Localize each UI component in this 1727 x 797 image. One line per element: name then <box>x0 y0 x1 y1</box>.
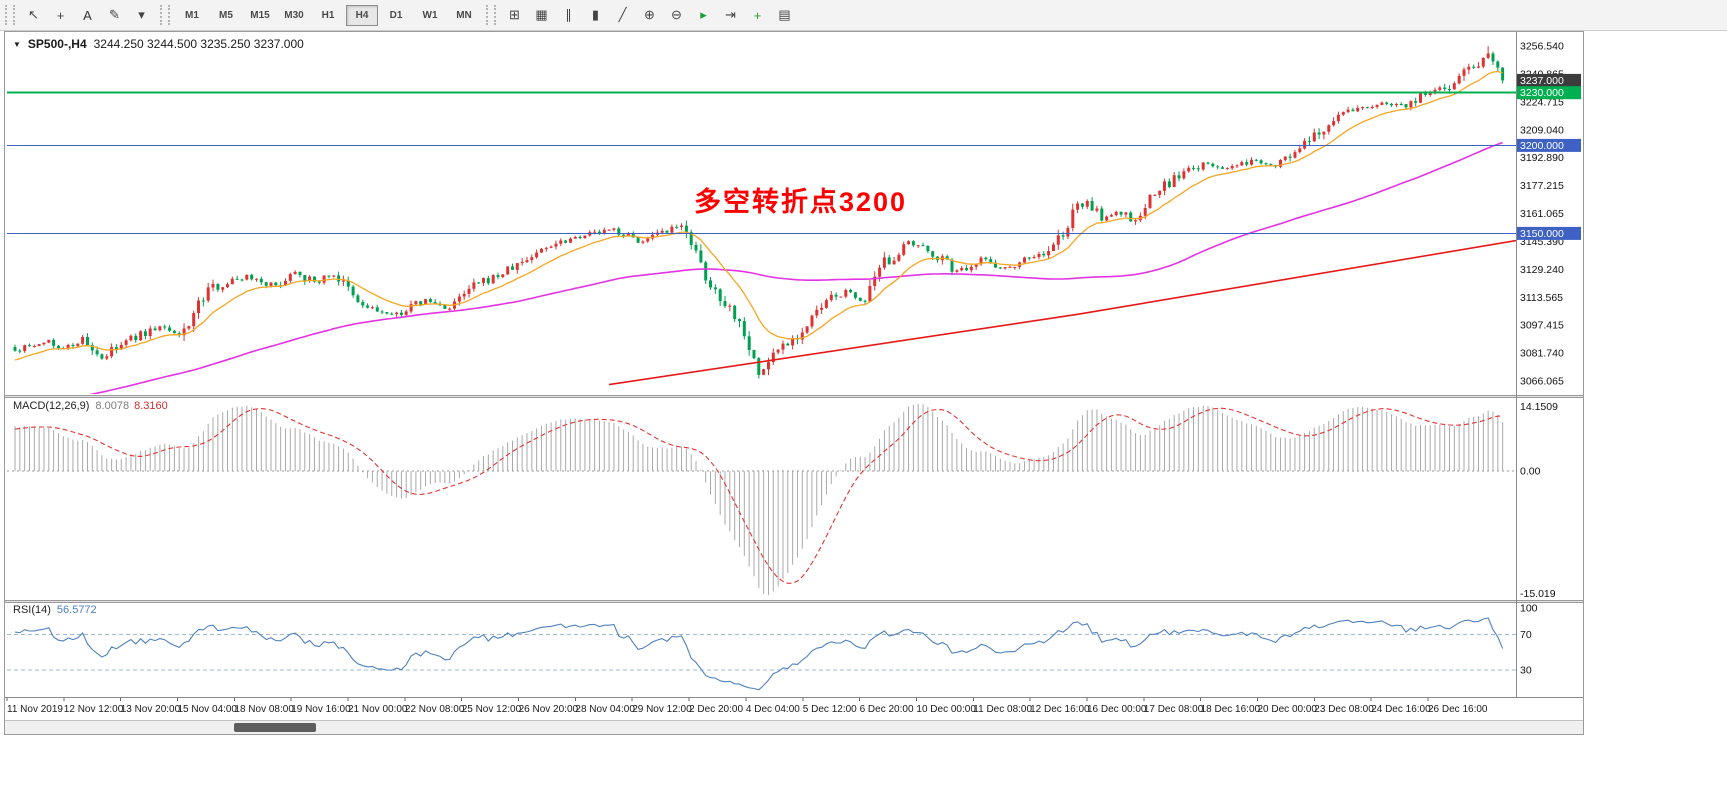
svg-text:3113.565: 3113.565 <box>1520 292 1563 304</box>
zoom-out-icon[interactable]: ⊖ <box>671 7 682 22</box>
svg-text:29 Nov 12:00: 29 Nov 12:00 <box>632 704 692 715</box>
timeframe-d1[interactable]: D1 <box>389 9 403 21</box>
svg-text:14.1509: 14.1509 <box>1520 401 1558 413</box>
draw-shapes-icon[interactable]: ✎ <box>109 7 120 22</box>
timeframe-mn[interactable]: MN <box>456 9 472 21</box>
zoom-in-icon[interactable]: ⊕ <box>644 7 655 22</box>
macd-signal-value: 8.3160 <box>134 400 168 412</box>
svg-text:3177.215: 3177.215 <box>1520 180 1564 192</box>
drawing-tools-group: ↖ + A ✎ ▾ <box>20 4 155 27</box>
crosshair-icon[interactable]: + <box>56 7 65 23</box>
candlestick-icon[interactable]: ▮ <box>591 7 600 22</box>
chart-shift-icon[interactable]: ⇥ <box>725 7 736 22</box>
timeframe-h1[interactable]: H1 <box>321 9 335 21</box>
svg-text:12 Nov 12:00: 12 Nov 12:00 <box>64 704 124 715</box>
svg-text:15 Nov 04:00: 15 Nov 04:00 <box>178 704 238 715</box>
svg-text:18 Dec 16:00: 18 Dec 16:00 <box>1201 704 1261 715</box>
scrollbar-thumb[interactable] <box>233 723 316 732</box>
toolbar: ↖ + A ✎ ▾ M1 M5 M15 M30 H1 H4 D1 W1 MN ⊞ ▦ ∥ ▮ ╱ ⊕ ⊖ ▸ ⇥ + ▤ <box>0 0 1727 31</box>
svg-text:3230.000: 3230.000 <box>1520 87 1564 99</box>
svg-text:3237.000: 3237.000 <box>1520 75 1564 87</box>
timeframe-w1[interactable]: W1 <box>422 9 438 21</box>
svg-text:3256.540: 3256.540 <box>1520 41 1564 53</box>
svg-text:70: 70 <box>1520 629 1532 641</box>
svg-text:100: 100 <box>1520 603 1538 615</box>
timeframe-group: M1 M5 M15 M30 H1 H4 D1 W1 MN <box>175 4 481 26</box>
svg-text:3066.065: 3066.065 <box>1520 376 1564 388</box>
auto-scroll-icon[interactable]: ▸ <box>700 7 707 22</box>
svg-text:24 Dec 16:00: 24 Dec 16:00 <box>1371 704 1431 715</box>
chart-tools-group: ⊞ ▦ ∥ ▮ ╱ ⊕ ⊖ ▸ ⇥ + ▤ <box>501 4 798 27</box>
svg-text:3081.740: 3081.740 <box>1520 348 1564 360</box>
svg-text:11 Dec 08:00: 11 Dec 08:00 <box>973 704 1032 715</box>
svg-text:3209.040: 3209.040 <box>1520 124 1564 136</box>
svg-text:18 Nov 08:00: 18 Nov 08:00 <box>234 704 294 715</box>
svg-text:3192.890: 3192.890 <box>1520 152 1564 164</box>
chart-window: 14.15090.00-15.01910070303256.5403240.86… <box>4 31 1584 735</box>
svg-text:3129.240: 3129.240 <box>1520 264 1564 276</box>
chart-annotation[interactable]: 多空转折点3200 <box>694 187 908 217</box>
symbol-dropdown-icon[interactable]: ▼ <box>13 39 21 49</box>
svg-text:19 Nov 16:00: 19 Nov 16:00 <box>291 704 351 715</box>
tile-windows-icon[interactable]: ▦ <box>535 7 548 22</box>
timeframe-m5[interactable]: M5 <box>219 9 233 21</box>
line-chart-icon[interactable]: ╱ <box>618 7 627 22</box>
macd-name: MACD(12,26,9) <box>13 400 90 412</box>
svg-text:3161.065: 3161.065 <box>1520 208 1564 220</box>
svg-text:-15.019: -15.019 <box>1520 588 1556 600</box>
timeframe-m30[interactable]: M30 <box>284 9 304 21</box>
indicators-icon[interactable]: + <box>753 7 762 23</box>
timeframe-m15[interactable]: M15 <box>250 9 270 21</box>
cursor-icon[interactable]: ↖ <box>28 7 39 22</box>
toolbar-grip[interactable] <box>486 5 496 25</box>
svg-text:3097.415: 3097.415 <box>1520 320 1564 332</box>
svg-text:10 Dec 00:00: 10 Dec 00:00 <box>916 704 976 715</box>
svg-text:17 Dec 08:00: 17 Dec 08:00 <box>1144 704 1204 715</box>
svg-text:16 Dec 00:00: 16 Dec 00:00 <box>1087 704 1147 715</box>
svg-text:13 Nov 20:00: 13 Nov 20:00 <box>121 704 181 715</box>
svg-text:5 Dec 12:00: 5 Dec 12:00 <box>803 704 857 715</box>
shapes-dropdown-icon[interactable]: ▾ <box>138 7 145 22</box>
templates-icon[interactable]: ▤ <box>778 7 791 22</box>
svg-text:28 Nov 04:00: 28 Nov 04:00 <box>575 704 635 715</box>
chart-ohlc-values: 3244.250 3244.500 3235.250 3237.000 <box>93 37 304 51</box>
svg-text:26 Nov 20:00: 26 Nov 20:00 <box>519 704 579 715</box>
timeframe-h4[interactable]: H4 <box>346 4 378 26</box>
chart-symbol-period: SP500-,H4 <box>27 37 87 51</box>
svg-text:20 Dec 00:00: 20 Dec 00:00 <box>1258 704 1318 715</box>
svg-text:22 Nov 08:00: 22 Nov 08:00 <box>405 704 465 715</box>
svg-text:4 Dec 04:00: 4 Dec 04:00 <box>746 704 800 715</box>
svg-text:23 Dec 08:00: 23 Dec 08:00 <box>1314 704 1374 715</box>
svg-text:12 Dec 16:00: 12 Dec 16:00 <box>1030 704 1090 715</box>
bar-chart-icon[interactable]: ∥ <box>565 7 572 22</box>
rsi-label: RSI(14) 56.5772 <box>13 604 97 616</box>
svg-text:11 Nov 2019: 11 Nov 2019 <box>7 704 63 715</box>
time-axis[interactable] <box>5 697 1516 719</box>
macd-main-value: 8.0078 <box>95 400 130 412</box>
text-label-icon[interactable]: A <box>83 7 92 23</box>
svg-text:0.00: 0.00 <box>1520 466 1541 478</box>
macd-label: MACD(12,26,9) 8.0078 8.3160 <box>13 400 168 412</box>
svg-text:21 Nov 00:00: 21 Nov 00:00 <box>348 704 408 715</box>
toolbar-grip[interactable] <box>160 5 170 25</box>
svg-text:3224.715: 3224.715 <box>1520 96 1564 108</box>
timeframe-m1[interactable]: M1 <box>185 9 199 21</box>
toolbar-grip[interactable] <box>5 5 15 25</box>
svg-text:2 Dec 20:00: 2 Dec 20:00 <box>689 704 743 715</box>
horizontal-scrollbar[interactable] <box>5 720 1583 734</box>
rsi-value: 56.5772 <box>56 604 97 616</box>
chart-title: ▼ SP500-,H4 3244.250 3244.500 3235.250 3… <box>13 37 304 51</box>
svg-text:6 Dec 20:00: 6 Dec 20:00 <box>860 704 914 715</box>
price-axis[interactable] <box>1516 32 1583 697</box>
new-order-icon[interactable]: ⊞ <box>509 7 520 22</box>
chart-canvas[interactable]: 14.15090.00-15.01910070303256.5403240.86… <box>5 32 1583 734</box>
svg-text:30: 30 <box>1520 665 1532 677</box>
rsi-name: RSI(14) <box>13 604 51 616</box>
svg-text:3200.000: 3200.000 <box>1520 140 1564 152</box>
svg-text:26 Dec 16:00: 26 Dec 16:00 <box>1428 704 1488 715</box>
svg-text:3150.000: 3150.000 <box>1520 228 1564 240</box>
svg-text:25 Nov 12:00: 25 Nov 12:00 <box>462 704 522 715</box>
